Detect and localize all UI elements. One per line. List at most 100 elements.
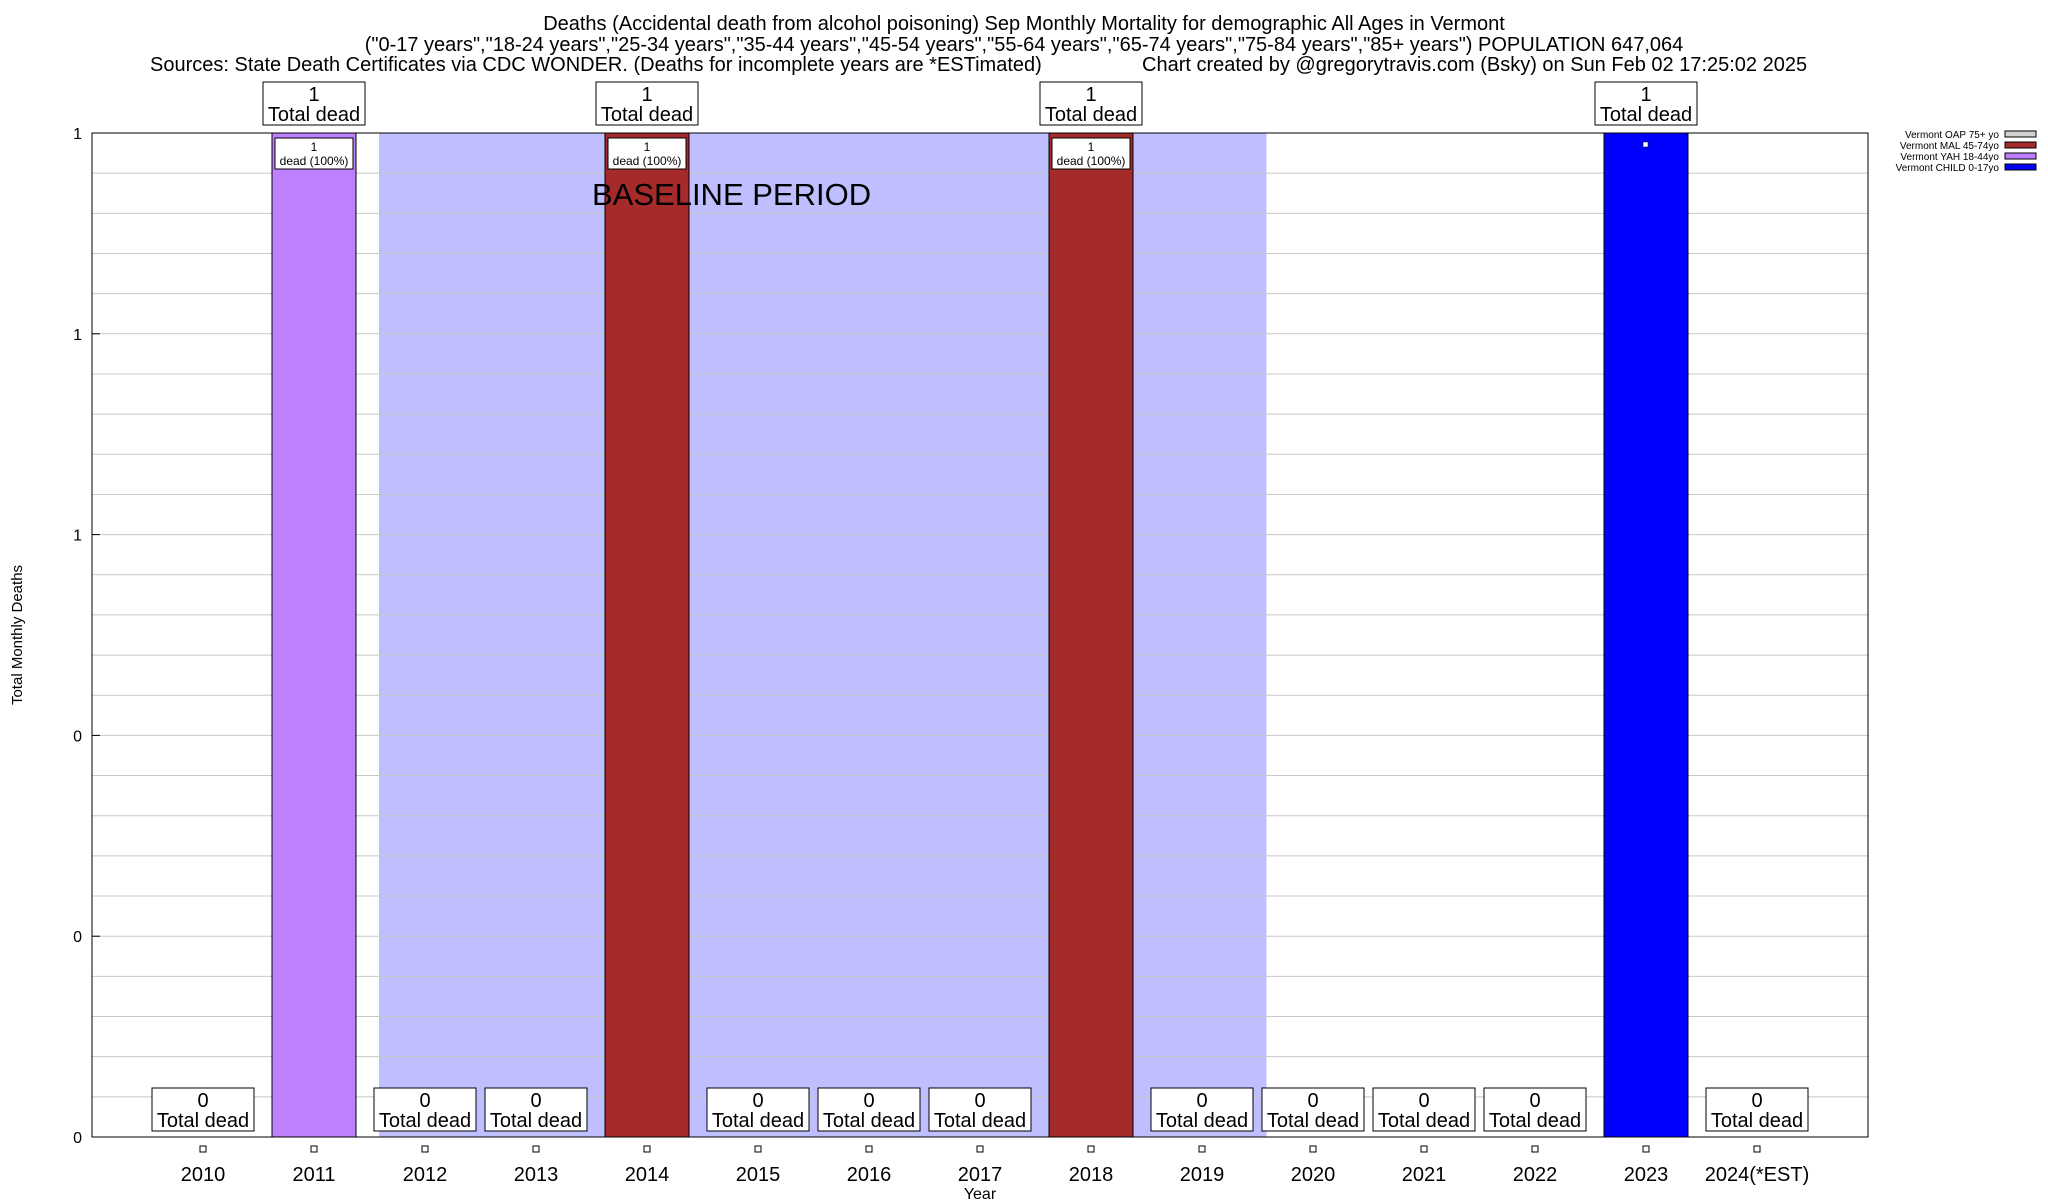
- total-label-text: Total dead: [1045, 104, 1137, 126]
- total-label-box: [1150, 1087, 1254, 1132]
- total-label-count: 0: [1307, 1090, 1318, 1112]
- chart-subtitle: ("0-17 years","18-24 years","25-34 years…: [364, 34, 1684, 56]
- total-label-text: Total dead: [379, 1110, 471, 1132]
- total-label-count: 0: [974, 1090, 985, 1112]
- x-tick-label: 2021: [1402, 1164, 1447, 1186]
- legend-swatch: [2004, 141, 2037, 149]
- total-label-box: [1594, 81, 1698, 126]
- total-label-count: 0: [1751, 1090, 1762, 1112]
- y-tick-label: 1: [73, 126, 82, 143]
- total-label-box: [706, 1087, 810, 1132]
- x-tick-label: 2012: [403, 1164, 448, 1186]
- chart-sources: Sources: State Death Certificates via CD…: [150, 54, 1042, 76]
- total-label-count: 1: [641, 84, 652, 106]
- legend-swatch: [2004, 130, 2037, 138]
- total-label-count: 0: [1529, 1090, 1540, 1112]
- x-tick-marker: [421, 1145, 429, 1153]
- segment-label-count: 1: [644, 140, 651, 154]
- total-label-box: [373, 1087, 477, 1132]
- total-label-text: Total dead: [268, 104, 360, 126]
- x-tick-marker: [1087, 1145, 1095, 1153]
- bar-segment: [604, 132, 690, 1138]
- x-tick-marker: [643, 1145, 651, 1153]
- total-label-box: [484, 1087, 588, 1132]
- segment-label-box: [607, 137, 687, 170]
- bar-marker: [1642, 141, 1649, 148]
- x-tick-label: 2016: [847, 1164, 892, 1186]
- y-tick-label: 1: [73, 528, 82, 545]
- x-tick-marker: [1198, 1145, 1206, 1153]
- total-label-text: Total dead: [1378, 1110, 1470, 1132]
- total-label-count: 0: [197, 1090, 208, 1112]
- x-tick-marker: [199, 1145, 207, 1153]
- total-label-box: [1705, 1087, 1809, 1132]
- x-tick-marker: [1531, 1145, 1539, 1153]
- segment-label-box: [274, 137, 354, 170]
- total-label-text: Total dead: [157, 1110, 249, 1132]
- x-tick-label: 2020: [1291, 1164, 1336, 1186]
- y-tick-label: 0: [73, 929, 82, 946]
- legend-swatch: [2004, 163, 2037, 171]
- x-tick-marker: [1753, 1145, 1761, 1153]
- x-tick-marker: [1420, 1145, 1428, 1153]
- legend-swatch: [2004, 152, 2037, 160]
- x-tick-label: 2024(*EST): [1705, 1164, 1810, 1186]
- x-tick-marker: [865, 1145, 873, 1153]
- total-label-box: [928, 1087, 1032, 1132]
- y-tick-label: 1: [73, 327, 82, 344]
- total-label-box: [817, 1087, 921, 1132]
- total-label-text: Total dead: [490, 1110, 582, 1132]
- total-label-count: 0: [1196, 1090, 1207, 1112]
- total-label-box: [1261, 1087, 1365, 1132]
- total-label-text: Total dead: [1267, 1110, 1359, 1132]
- total-label-count: 0: [1418, 1090, 1429, 1112]
- legend-label: Vermont MAL 45-74yo: [1900, 141, 2000, 152]
- x-tick-label: 2022: [1513, 1164, 1558, 1186]
- x-tick-label: 2023: [1624, 1164, 1669, 1186]
- y-axis-label: Total Monthly Deaths: [9, 565, 26, 705]
- total-label-text: Total dead: [712, 1110, 804, 1132]
- segment-label-text: dead (100%): [1057, 154, 1126, 168]
- total-label-text: Total dead: [1489, 1110, 1581, 1132]
- total-label-count: 1: [1085, 84, 1096, 106]
- total-label-text: Total dead: [601, 104, 693, 126]
- bar-segment: [1603, 132, 1689, 1138]
- x-tick-marker: [754, 1145, 762, 1153]
- x-tick-label: 2013: [514, 1164, 559, 1186]
- x-tick-marker: [1642, 1145, 1650, 1153]
- segment-label-text: dead (100%): [280, 154, 349, 168]
- x-tick-marker: [310, 1145, 318, 1153]
- baseline-period-label: BASELINE PERIOD: [592, 177, 871, 212]
- y-tick-label: 0: [73, 728, 82, 745]
- chart-credit: Chart created by @gregorytravis.com (Bsk…: [1142, 54, 1808, 76]
- x-tick-marker: [532, 1145, 540, 1153]
- segment-label-box: [1051, 137, 1131, 170]
- total-label-box: [1483, 1087, 1587, 1132]
- total-label-text: Total dead: [1156, 1110, 1248, 1132]
- total-label-count: 1: [308, 84, 319, 106]
- x-axis-label: Year: [964, 1186, 997, 1200]
- total-label-box: [151, 1087, 255, 1132]
- chart-title: Deaths (Accidental death from alcohol po…: [543, 13, 1505, 35]
- x-tick-label: 2015: [736, 1164, 781, 1186]
- segment-label-count: 1: [1088, 140, 1095, 154]
- y-tick-label: 0: [73, 1130, 82, 1147]
- x-tick-label: 2011: [292, 1164, 335, 1186]
- total-label-count: 1: [1640, 84, 1651, 106]
- total-label-box: [1372, 1087, 1476, 1132]
- x-tick-marker: [1309, 1145, 1317, 1153]
- legend-label: Vermont YAH 18-44yo: [1900, 152, 1999, 163]
- total-label-box: [595, 81, 699, 126]
- total-label-box: [1039, 81, 1143, 126]
- x-tick-label: 2019: [1180, 1164, 1225, 1186]
- total-label-count: 0: [419, 1090, 430, 1112]
- total-label-box: [262, 81, 366, 126]
- plot-frame: [91, 132, 1869, 1138]
- segment-label-text: dead (100%): [613, 154, 682, 168]
- legend-label: Vermont OAP 75+ yo: [1905, 130, 1999, 141]
- x-tick-label: 2014: [625, 1164, 670, 1186]
- total-label-text: Total dead: [934, 1110, 1026, 1132]
- x-tick-label: 2010: [181, 1164, 226, 1186]
- total-label-text: Total dead: [1711, 1110, 1803, 1132]
